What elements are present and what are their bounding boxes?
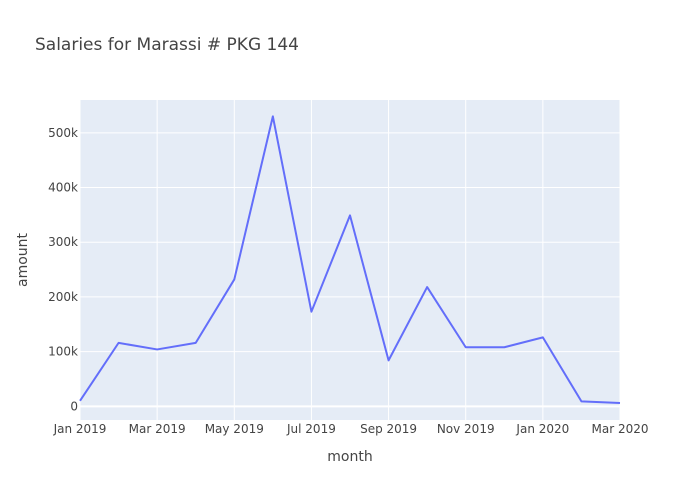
x-tick-label: Sep 2019 — [360, 422, 417, 436]
y-tick-label: 400k — [48, 181, 78, 195]
x-tick-labels: Jan 2019 Mar 2019 May 2019 Jul 2019 Sep 2019… — [53, 422, 649, 436]
x-tick-label: Jan 2019 — [53, 422, 107, 436]
x-tick-label: Nov 2019 — [437, 422, 495, 436]
x-tick-label: Jul 2019 — [286, 422, 336, 436]
y-tick-label: 100k — [48, 345, 78, 359]
x-tick-label: Jan 2020 — [515, 422, 569, 436]
y-tick-label: 0 — [70, 399, 78, 413]
y-tick-label: 200k — [48, 290, 78, 304]
x-tick-label: Mar 2019 — [129, 422, 186, 436]
x-tick-label: Mar 2020 — [592, 422, 649, 436]
y-tick-label: 300k — [48, 235, 78, 249]
y-tick-labels: 0 100k 200k 300k 400k 500k — [48, 126, 78, 414]
x-axis-title: month — [327, 449, 372, 465]
y-gridlines — [80, 132, 620, 408]
chart-title: Salaries for Marassi # PKG 144 — [35, 35, 299, 55]
x-tick-label: May 2019 — [205, 422, 264, 436]
x-gridlines — [79, 100, 621, 420]
plot-background — [80, 100, 620, 420]
y-tick-label: 500k — [48, 126, 78, 140]
series-line — [79, 115, 621, 405]
y-axis-title: amount — [15, 232, 31, 287]
